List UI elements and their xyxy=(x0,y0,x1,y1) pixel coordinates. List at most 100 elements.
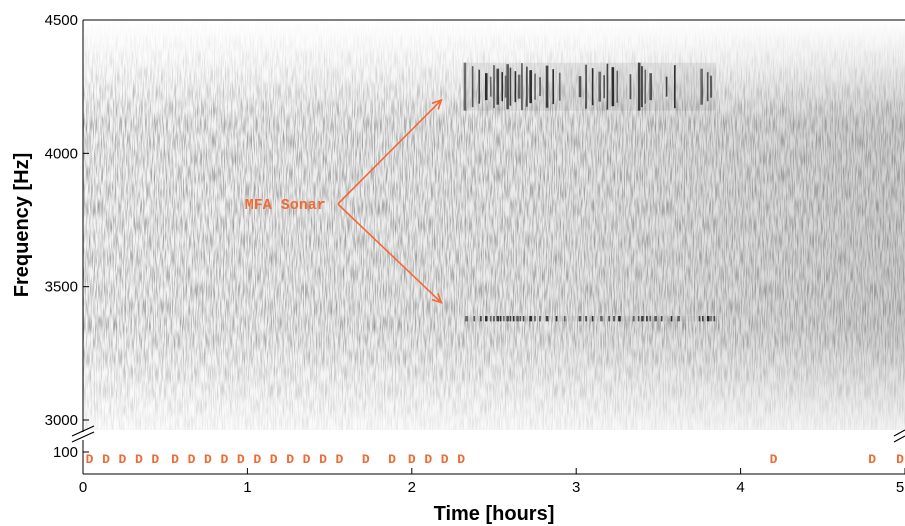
sonar-ping xyxy=(484,316,488,322)
annotation-label: MFA Sonar xyxy=(245,197,326,214)
y-tick-label: 4000 xyxy=(45,145,78,162)
sonar-ping xyxy=(519,316,522,322)
detection-marker: D xyxy=(270,452,278,467)
sonar-ping xyxy=(698,316,701,322)
sonar-ping xyxy=(506,64,509,110)
y-tick-label: 4500 xyxy=(45,12,78,29)
sonar-ping xyxy=(649,316,651,322)
detection-marker: D xyxy=(135,452,143,467)
x-tick-label: 0 xyxy=(79,479,87,496)
detection-marker: D xyxy=(441,452,449,467)
sonar-ping xyxy=(644,69,647,104)
detection-marker: D xyxy=(253,452,261,467)
detection-marker: D xyxy=(319,452,327,467)
sonar-ping xyxy=(646,316,648,322)
detection-marker: D xyxy=(408,452,416,467)
sonar-ping xyxy=(539,77,541,97)
sonar-ping xyxy=(512,316,515,322)
detection-marker: D xyxy=(86,452,94,467)
sonar-ping xyxy=(521,63,523,111)
sonar-ping xyxy=(660,316,663,322)
sonar-ping xyxy=(670,316,673,322)
sonar-ping xyxy=(484,73,488,101)
detection-marker: D xyxy=(770,452,778,467)
detection-marker: D xyxy=(424,452,432,467)
detection-marker: D xyxy=(868,452,876,467)
sonar-ping xyxy=(706,316,710,322)
y-tick-label: 3500 xyxy=(45,279,78,296)
sonar-ping xyxy=(629,74,632,100)
y-tick-label: 3000 xyxy=(45,412,78,429)
sonar-ping xyxy=(578,76,582,98)
annotation-arrow xyxy=(337,203,442,304)
sonar-ping xyxy=(578,316,582,322)
sonar-ping xyxy=(616,70,619,103)
sonar-ping xyxy=(534,316,536,322)
sonar-ping xyxy=(517,74,521,99)
detection-marker: D xyxy=(303,452,311,467)
detection-marker: D xyxy=(286,452,294,467)
sonar-ping xyxy=(496,316,500,322)
sonar-ping xyxy=(585,64,587,109)
sonar-ping xyxy=(526,66,528,107)
sonar-ping xyxy=(539,316,541,322)
sonar-ping xyxy=(608,316,610,322)
sonar-ping xyxy=(499,316,502,322)
sonar-ping xyxy=(632,316,635,322)
sonar-ping xyxy=(514,71,517,103)
sonar-ping xyxy=(480,316,482,322)
sonar-ping xyxy=(701,316,704,322)
detection-marker: D xyxy=(151,452,159,467)
sonar-ping xyxy=(529,316,532,322)
sonar-ping xyxy=(600,316,603,322)
sonar-ping xyxy=(654,316,657,322)
sonar-ping xyxy=(674,65,676,109)
x-tick-label: 3 xyxy=(572,479,580,496)
sonar-ping xyxy=(501,72,504,102)
sonar-ping xyxy=(503,316,505,322)
sonar-ping xyxy=(516,316,519,322)
sonar-ping xyxy=(563,316,566,322)
detection-marker: D xyxy=(237,452,245,467)
sonar-ping xyxy=(509,316,512,322)
sonar-ping xyxy=(552,69,554,105)
sonar-ping xyxy=(473,316,476,322)
sonar-ping xyxy=(463,62,467,111)
detection-marker: D xyxy=(336,452,344,467)
sonar-ping xyxy=(504,75,507,98)
sonar-ping xyxy=(522,316,525,322)
x-axis-title: Time [hours] xyxy=(434,503,555,525)
annotation-arrowhead xyxy=(431,293,443,304)
detection-marker: D xyxy=(388,452,396,467)
y-axis-title: Frequency [Hz] xyxy=(11,153,33,297)
axis-break-marks xyxy=(71,425,905,443)
sonar-ping xyxy=(706,72,709,102)
sonar-ping xyxy=(506,316,509,322)
x-tick-label: 2 xyxy=(408,479,416,496)
detection-marker: D xyxy=(188,452,196,467)
sonar-ping xyxy=(637,316,640,322)
sonar-ping xyxy=(677,316,680,322)
sonar-ping xyxy=(649,73,652,101)
sonar-ping xyxy=(598,71,602,102)
x-tick-label: 5 xyxy=(896,479,904,496)
sonar-ping xyxy=(489,76,492,97)
sonar-ping xyxy=(637,62,641,111)
sonar-ping xyxy=(493,316,495,322)
sonar-ping xyxy=(465,316,468,322)
sonar-ping xyxy=(545,65,549,108)
annotation: MFA Sonar xyxy=(245,98,443,304)
sonar-ping xyxy=(493,65,495,109)
y-tick-label: 100 xyxy=(53,444,78,461)
sonar-ping xyxy=(606,63,609,110)
annotation-arrowhead xyxy=(431,98,443,110)
sonar-ping xyxy=(555,316,558,322)
sonar-ping xyxy=(665,76,668,97)
axes xyxy=(82,19,905,475)
sonar-ping xyxy=(700,68,703,105)
ticks: 0 1 2 3 4 5 3000 3500 4000 4500 100 xyxy=(45,12,905,496)
x-tick-label: 1 xyxy=(243,479,251,496)
sonar-ping xyxy=(611,67,615,107)
